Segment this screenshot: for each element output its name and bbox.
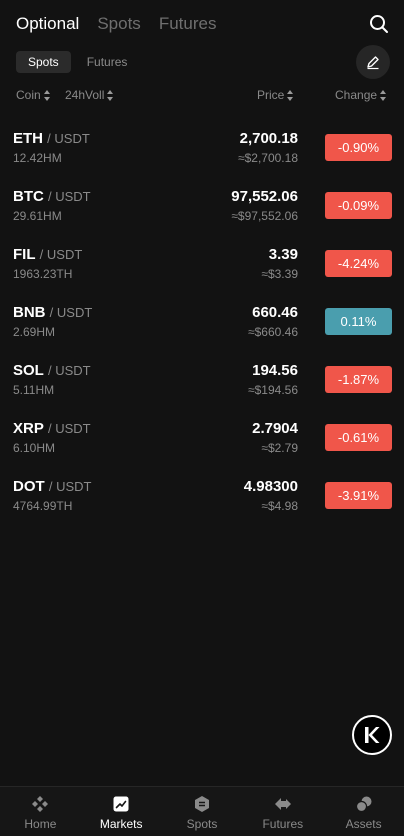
market-row-bnb[interactable]: BNB / USDT 2.69HM 660.46 ≈$660.46 0.11% — [0, 292, 404, 350]
sort-volume[interactable]: 24hVoll — [65, 88, 114, 102]
bottom-nav: Home Markets Spots Futures Assets — [0, 786, 404, 836]
subtab-spots[interactable]: Spots — [16, 51, 71, 73]
k-logo-icon[interactable] — [352, 715, 392, 755]
change-badge: -1.87% — [325, 366, 392, 393]
market-row-fil[interactable]: FIL / USDT 1963.23TH 3.39 ≈$3.39 -4.24% — [0, 234, 404, 292]
fiat-price: ≈$194.56 — [248, 383, 298, 397]
nav-label: Home — [24, 817, 57, 831]
change-header-label: Change — [335, 88, 378, 102]
markets-chart-icon — [113, 796, 129, 812]
sort-coin[interactable]: Coin — [16, 88, 51, 102]
pair-name: BTC / USDT — [13, 188, 91, 205]
tab-futures[interactable]: Futures — [158, 14, 217, 33]
market-row-eth[interactable]: ETH / USDT 12.42HM 2,700.18 ≈$2,700.18 -… — [0, 118, 404, 176]
change-badge: -0.61% — [325, 424, 392, 451]
coin-header-label: Coin — [16, 88, 41, 102]
nav-markets[interactable]: Markets — [81, 787, 162, 836]
change-badge: 0.11% — [325, 308, 392, 335]
last-price: 2,700.18 — [239, 130, 298, 147]
sort-arrows-icon — [380, 89, 387, 101]
last-price: 3.39 — [268, 246, 298, 263]
tab-spots[interactable]: Spots — [97, 14, 141, 33]
subtab-futures[interactable]: Futures — [86, 55, 128, 69]
last-price: 4.98300 — [243, 478, 298, 495]
volume-24h: 5.11HM — [13, 383, 55, 397]
market-row-dot[interactable]: DOT / USDT 4764.99TH 4.98300 ≈$4.98 -3.9… — [0, 466, 404, 524]
sort-arrows-icon — [287, 89, 294, 101]
last-price: 660.46 — [252, 304, 298, 321]
top-tab-bar: Optional Spots Futures — [0, 0, 404, 48]
fiat-price: ≈$2.79 — [261, 441, 298, 455]
market-row-sol[interactable]: SOL / USDT 5.11HM 194.56 ≈$194.56 -1.87% — [0, 350, 404, 408]
nav-label: Futures — [262, 817, 304, 831]
tab-optional[interactable]: Optional — [16, 14, 80, 33]
nav-spots[interactable]: Spots — [162, 787, 243, 836]
pair-name: SOL / USDT — [13, 362, 91, 379]
assets-coins-icon — [355, 796, 372, 813]
pair-name: BNB / USDT — [13, 304, 93, 321]
volume-24h: 2.69HM — [13, 325, 56, 339]
change-badge: -0.09% — [325, 192, 392, 219]
nav-assets[interactable]: Assets — [323, 787, 404, 836]
fiat-price: ≈$4.98 — [261, 499, 298, 513]
volume-24h: 29.61HM — [13, 209, 62, 223]
pair-name: DOT / USDT — [13, 478, 92, 495]
fiat-price: ≈$3.39 — [261, 267, 298, 281]
volume-header-label: 24hVoll — [65, 88, 105, 102]
fiat-price: ≈$97,552.06 — [231, 209, 298, 223]
fiat-price: ≈$660.46 — [248, 325, 298, 339]
sort-arrows-icon — [43, 89, 51, 101]
futures-arrow-icon — [274, 798, 291, 810]
volume-24h: 6.10HM — [13, 441, 56, 455]
search-icon[interactable] — [368, 13, 390, 35]
volume-24h: 1963.23TH — [13, 267, 73, 281]
sort-change[interactable]: Change — [335, 88, 387, 102]
last-price: 194.56 — [252, 362, 298, 379]
price-header-label: Price — [257, 88, 285, 102]
pair-name: FIL / USDT — [13, 246, 83, 263]
pair-name: XRP / USDT — [13, 420, 91, 437]
column-headers: Coin 24hVoll Price Change — [0, 88, 404, 108]
nav-label: Assets — [345, 817, 382, 831]
fiat-price: ≈$2,700.18 — [238, 151, 298, 165]
market-row-btc[interactable]: BTC / USDT 29.61HM 97,552.06 ≈$97,552.06… — [0, 176, 404, 234]
sort-arrows-icon — [107, 89, 114, 101]
market-list: ETH / USDT 12.42HM 2,700.18 ≈$2,700.18 -… — [0, 118, 404, 524]
change-badge: -0.90% — [325, 134, 392, 161]
sort-price[interactable]: Price — [257, 88, 294, 102]
last-price: 97,552.06 — [231, 188, 298, 205]
sub-tab-bar: Spots Futures — [16, 51, 143, 73]
market-row-xrp[interactable]: XRP / USDT 6.10HM 2.7904 ≈$2.79 -0.61% — [0, 408, 404, 466]
last-price: 2.7904 — [252, 420, 298, 437]
pair-name: ETH / USDT — [13, 130, 90, 147]
edit-pen-icon — [367, 56, 379, 70]
volume-24h: 12.42HM — [13, 151, 62, 165]
nav-futures[interactable]: Futures — [242, 787, 323, 836]
change-badge: -4.24% — [325, 250, 392, 277]
edit-button[interactable] — [356, 45, 390, 79]
nav-home[interactable]: Home — [0, 787, 81, 836]
change-badge: -3.91% — [325, 482, 392, 509]
nav-label: Spots — [186, 817, 218, 831]
nav-label: Markets — [99, 817, 143, 831]
volume-24h: 4764.99TH — [13, 499, 73, 513]
home-diamonds-icon — [32, 796, 49, 812]
spots-coin-icon — [194, 796, 209, 812]
